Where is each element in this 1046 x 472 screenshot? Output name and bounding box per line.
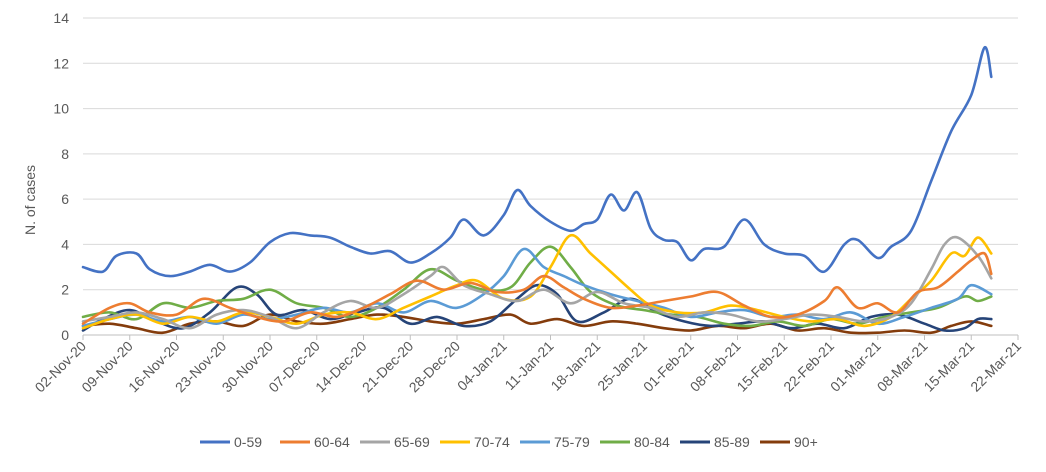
x-tick-label: 04-Jan-21 bbox=[454, 338, 510, 394]
x-tick-label: 18-Jan-21 bbox=[547, 338, 603, 394]
x-tick-labels: 02-Nov-2009-Nov-2016-Nov-2023-Nov-2030-N… bbox=[32, 338, 1025, 396]
y-tick-label: 14 bbox=[53, 10, 69, 26]
series-line-85-89 bbox=[81, 283, 993, 333]
y-tick-label: 8 bbox=[61, 146, 69, 162]
legend-label-70-74: 70-74 bbox=[474, 434, 510, 450]
legend-label-60-64: 60-64 bbox=[314, 434, 350, 450]
legend-label-80-84: 80-84 bbox=[634, 434, 670, 450]
legend-label-65-69: 65-69 bbox=[394, 434, 430, 450]
y-tick-label: 0 bbox=[61, 327, 69, 343]
legend-label-75-79: 75-79 bbox=[554, 434, 590, 450]
x-tick-label: 28-Dec-20 bbox=[406, 338, 464, 396]
legend: 0-59 60-64 65-69 70-74 75-79 80-84 85-89 90+ bbox=[200, 434, 818, 450]
gridlines bbox=[83, 17, 1018, 291]
y-tick-labels: 0 2 4 6 8 10 12 14 bbox=[53, 10, 69, 343]
series-line-70-74 bbox=[81, 233, 993, 330]
series-line-60-64 bbox=[81, 251, 993, 325]
y-axis-title: N. of cases bbox=[22, 165, 38, 235]
legend-label-90+: 90+ bbox=[794, 434, 818, 450]
y-tick-label: 6 bbox=[61, 191, 69, 207]
legend-label-85-89: 85-89 bbox=[714, 434, 750, 450]
y-tick-label: 10 bbox=[53, 101, 69, 117]
y-tick-label: 4 bbox=[61, 236, 69, 252]
legend-label-0-59: 0-59 bbox=[234, 434, 262, 450]
series-lines bbox=[81, 46, 993, 335]
x-tick-label: 22-Mar-21 bbox=[967, 338, 1024, 395]
series-line-75-79 bbox=[81, 247, 993, 328]
y-tick-label: 2 bbox=[61, 282, 69, 298]
series-line-65-69 bbox=[81, 235, 993, 330]
axes bbox=[82, 334, 1019, 340]
y-tick-label: 12 bbox=[53, 55, 69, 71]
series-line-90+ bbox=[81, 313, 993, 335]
series-line-0-59 bbox=[81, 46, 993, 278]
